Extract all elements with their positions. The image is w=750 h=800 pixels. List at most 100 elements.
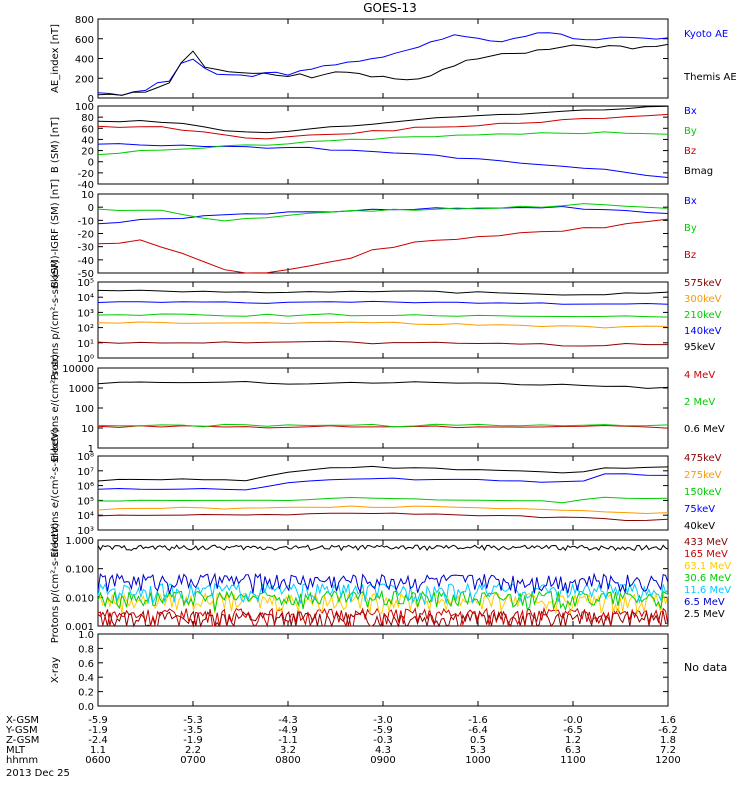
legend-label: 6.5 MeV xyxy=(684,597,725,608)
x-tick-value: 7.2 xyxy=(660,745,676,756)
legend-label: 0.6 MeV xyxy=(684,424,725,435)
x-tick-value: -6.2 xyxy=(658,725,678,736)
y-tick-label: 0.8 xyxy=(78,644,94,655)
x-row-label: hhmm xyxy=(6,755,38,766)
x-row-label: X-GSM xyxy=(6,715,39,726)
y-tick-label: 800 xyxy=(75,15,94,26)
y-tick-label: -40 xyxy=(78,256,94,267)
series-line xyxy=(97,589,669,612)
series-line xyxy=(97,591,669,615)
y-tick-label: 0.001 xyxy=(65,622,94,633)
y-tick-label: 10⁴ xyxy=(77,293,94,304)
y-axis-label: Protons p/(cm²-s-sr-keV) xyxy=(50,260,61,381)
x-tick-value: -6.4 xyxy=(468,725,488,736)
y-tick-label: 60 xyxy=(81,124,94,135)
x-tick-value: -5.9 xyxy=(88,715,108,726)
y-tick-label: 20 xyxy=(81,147,94,158)
series-line xyxy=(97,582,669,606)
panel-frame xyxy=(97,539,669,627)
series-line xyxy=(97,300,669,305)
x-tick-value: -1.9 xyxy=(88,725,108,736)
legend-label: Bx xyxy=(684,196,697,207)
x-tick-value: 1100 xyxy=(560,755,585,766)
legend-label: 2 MeV xyxy=(684,397,715,408)
x-tick-value: 1000 xyxy=(465,755,490,766)
y-axis-label: B (SM)-IGRF (SM) [nT] xyxy=(50,179,61,288)
legend-label: By xyxy=(684,223,697,234)
x-row-label: MLT xyxy=(6,745,26,756)
x-tick-value: -5.9 xyxy=(373,725,393,736)
legend-label: 75keV xyxy=(684,504,715,515)
y-tick-label: 1000 xyxy=(69,384,94,395)
legend-label: Bmag xyxy=(684,166,713,177)
series-line xyxy=(97,131,669,156)
x-tick-value: -3.0 xyxy=(373,715,393,726)
y-tick-label: 100 xyxy=(75,102,94,113)
legend-label: 575keV xyxy=(684,278,722,289)
series-line xyxy=(97,105,669,134)
x-tick-value: 0700 xyxy=(180,755,205,766)
y-tick-label: 80 xyxy=(81,113,94,124)
x-tick-value: 1200 xyxy=(655,755,680,766)
series-line xyxy=(97,321,669,329)
panel-7: 0.001 0.010 0.100 1.000 Protons p/(cm²-s-sr-… xyxy=(50,523,731,644)
series-line xyxy=(97,32,669,96)
x-tick-value: -4.9 xyxy=(278,725,298,736)
series-line xyxy=(97,380,669,389)
panel-frame xyxy=(97,367,669,449)
y-tick-label: 10 xyxy=(81,424,94,435)
legend-label: 4 MeV xyxy=(684,370,715,381)
y-tick-label: 10000 xyxy=(62,364,94,375)
legend-label: 210keV xyxy=(684,310,722,321)
legend-label: 165 MeV xyxy=(684,549,728,560)
legend-label: 11.6 MeV xyxy=(684,585,731,596)
plot-title: GOES-13 xyxy=(363,1,417,15)
x-tick-value: -1.6 xyxy=(468,715,488,726)
y-tick-label: 10¹ xyxy=(77,339,94,350)
series-line xyxy=(97,505,669,515)
y-tick-label: 10⁴ xyxy=(77,511,94,522)
x-tick-value: -1.9 xyxy=(183,735,203,746)
series-line xyxy=(97,572,669,595)
legend-label: 140keV xyxy=(684,326,722,337)
x-tick-value: 0600 xyxy=(85,755,110,766)
series-line xyxy=(97,465,669,482)
legend-label: 2.5 MeV xyxy=(684,609,725,620)
y-tick-label: 1.000 xyxy=(65,536,94,547)
x-row-label: Y-GSM xyxy=(5,725,38,736)
x-tick-value: -2.4 xyxy=(88,735,108,746)
y-tick-label: -50 xyxy=(78,269,94,280)
y-tick-label: 0 xyxy=(88,158,94,169)
x-tick-value: -5.3 xyxy=(183,715,203,726)
y-tick-label: 0.4 xyxy=(78,673,94,684)
series-line xyxy=(98,496,669,504)
y-tick-label: 0 xyxy=(88,203,94,214)
y-tick-label: 0.6 xyxy=(78,659,94,670)
x-tick-value: 0800 xyxy=(275,755,300,766)
y-tick-label: 10³ xyxy=(77,526,94,537)
legend-label: 63.1 MeV xyxy=(684,561,731,572)
series-line xyxy=(97,218,669,274)
y-tick-label: -20 xyxy=(78,230,94,241)
series-line xyxy=(97,423,669,428)
x-tick-value: 5.3 xyxy=(470,745,486,756)
x-tick-value: -0.3 xyxy=(373,735,393,746)
y-tick-label: 0.010 xyxy=(65,593,94,604)
legend-label: 95keV xyxy=(684,342,715,353)
series-line xyxy=(97,512,669,522)
y-tick-label: 10² xyxy=(77,324,94,335)
series-line xyxy=(97,606,669,628)
y-axis-label: Electrons e/(cm²-s-sr) xyxy=(50,354,61,462)
y-tick-label: 10 xyxy=(81,190,94,201)
y-tick-label: -10 xyxy=(78,216,94,227)
y-tick-label: 10⁵ xyxy=(77,278,94,289)
legend-label: 40keV xyxy=(684,521,715,532)
panel-frame xyxy=(97,18,669,99)
legend-label: By xyxy=(684,126,697,137)
x-tick-value: -1.1 xyxy=(278,735,298,746)
y-tick-label: 0.100 xyxy=(65,565,94,576)
y-tick-label: 100 xyxy=(75,404,94,415)
